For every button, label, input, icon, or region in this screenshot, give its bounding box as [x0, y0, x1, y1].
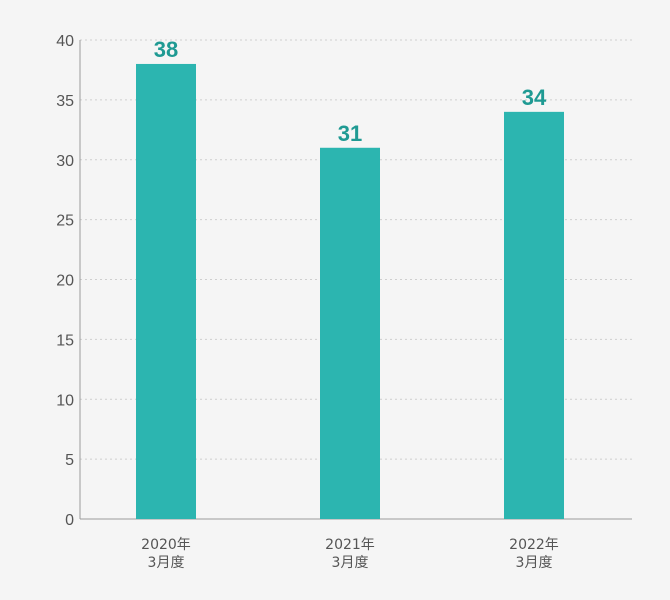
- data-label: 34: [522, 85, 547, 110]
- y-tick-label: 5: [65, 452, 74, 469]
- bar: [320, 147, 380, 519]
- x-axis-categories: 2020年 3月度 2021年 3月度 2022年 3月度: [141, 537, 559, 571]
- bars: [136, 63, 564, 519]
- data-label: 31: [338, 121, 362, 146]
- y-tick-label: 10: [56, 392, 74, 409]
- x-category-label: 2021年: [325, 537, 375, 553]
- y-tick-label: 15: [56, 332, 74, 349]
- data-label: 38: [154, 37, 178, 62]
- x-category-label: 3月度: [332, 555, 369, 571]
- y-tick-label: 40: [56, 33, 74, 50]
- data-labels: 38 31 34: [154, 37, 547, 146]
- bar: [504, 111, 564, 519]
- y-tick-label: 25: [56, 213, 74, 230]
- x-category-label: 3月度: [516, 555, 553, 571]
- x-category-label: 3月度: [148, 555, 185, 571]
- x-category-label: 2020年: [141, 537, 191, 553]
- x-category-label: 2022年: [509, 537, 559, 553]
- y-tick-label: 35: [56, 93, 74, 110]
- y-tick-label: 20: [56, 273, 74, 290]
- y-tick-label: 30: [56, 153, 74, 170]
- y-tick-label: 0: [65, 512, 74, 529]
- y-axis-ticks: 0 5 10 15 20 25 30 35 40: [56, 33, 74, 529]
- bar: [136, 63, 196, 519]
